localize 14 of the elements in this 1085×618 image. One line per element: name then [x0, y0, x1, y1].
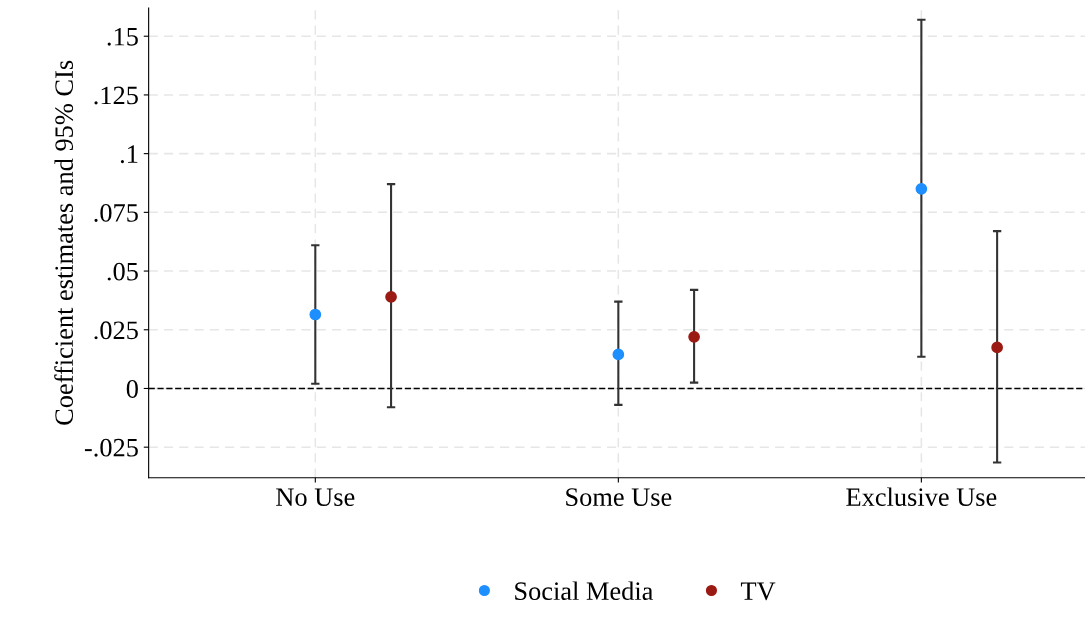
- y-tick-label: 0: [126, 380, 138, 398]
- y-tick-label: -.025: [84, 438, 138, 457]
- legend-label: TV: [740, 582, 776, 601]
- x-tick-label: Exclusive Use: [846, 487, 997, 507]
- y-tick-label: .125: [94, 86, 138, 105]
- y-tick-label: .1: [120, 145, 138, 164]
- y-tick-label: .025: [94, 321, 138, 340]
- y-tick-label: .15: [107, 27, 138, 46]
- y-axis-title: Coefficient estimates and 95% CIs: [54, 60, 74, 425]
- legend-label: Social Media: [515, 581, 654, 601]
- y-tick-label: .05: [107, 262, 138, 281]
- y-tick-label: .075: [94, 203, 138, 222]
- x-tick-label: Some Use: [566, 488, 672, 507]
- x-tick-label: No Use: [276, 488, 355, 507]
